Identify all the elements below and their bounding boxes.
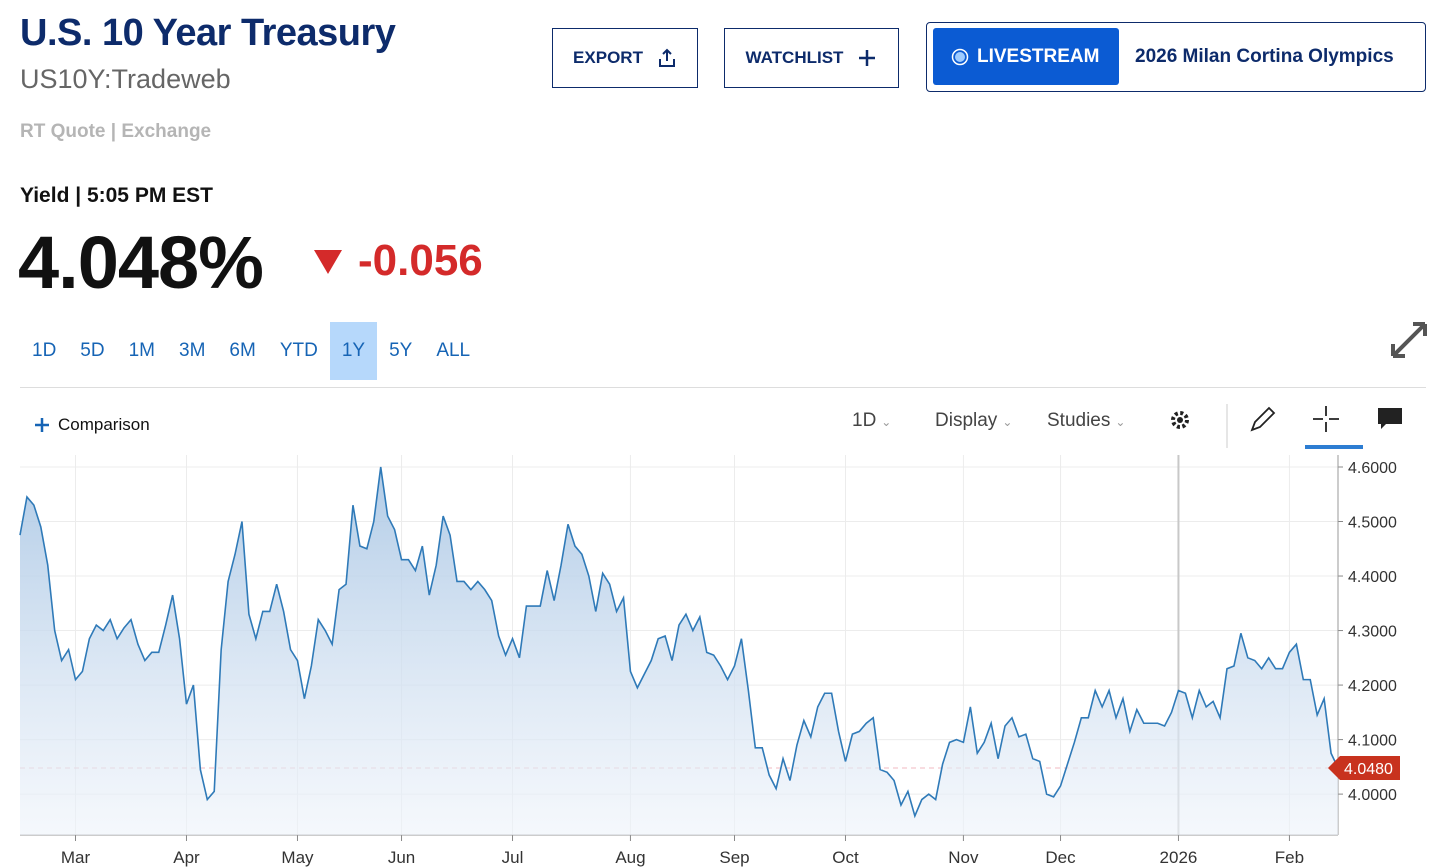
menu-label: Studies bbox=[1047, 410, 1111, 431]
range-tabs: 1D 5D 1M 3M 6M YTD 1Y 5Y ALL bbox=[20, 322, 482, 380]
expand-icon[interactable] bbox=[1390, 321, 1428, 359]
settings-icon[interactable] bbox=[1171, 411, 1189, 429]
comparison-button[interactable]: Comparison bbox=[34, 415, 150, 435]
page-title: U.S. 10 Year Treasury bbox=[20, 12, 396, 54]
studies-menu[interactable]: Studies ⌄ bbox=[1047, 410, 1126, 431]
x-tick-label: Mar bbox=[61, 848, 91, 867]
x-tick-label: Jul bbox=[502, 848, 524, 867]
livestream-title[interactable]: 2026 Milan Cortina Olympics bbox=[1135, 46, 1394, 67]
menu-label: 1D bbox=[852, 410, 877, 431]
quote-price: 4.048% bbox=[18, 221, 264, 304]
quote-change: -0.056 bbox=[358, 236, 483, 285]
comparison-label: Comparison bbox=[58, 415, 150, 434]
range-tab[interactable]: 1M bbox=[128, 340, 155, 361]
down-arrow bbox=[314, 250, 342, 274]
y-tick-label: 4.3000 bbox=[1348, 624, 1397, 641]
y-tick-label: 4.0000 bbox=[1348, 787, 1397, 804]
interval-menu[interactable]: 1D ⌄ bbox=[852, 410, 892, 431]
plus-icon bbox=[35, 418, 49, 432]
y-tick-label: 4.2000 bbox=[1348, 678, 1397, 695]
separator bbox=[20, 387, 1426, 388]
x-tick-label: May bbox=[281, 848, 314, 867]
last-value-tag bbox=[1328, 755, 1400, 780]
x-tick-label: Aug bbox=[615, 848, 645, 867]
livestream-label: LIVESTREAM bbox=[977, 45, 1100, 67]
quote-source: RT Quote | Exchange bbox=[20, 121, 212, 142]
export-button[interactable]: EXPORT bbox=[552, 28, 698, 88]
button-label: WATCHLIST bbox=[745, 48, 844, 67]
x-tick-label: Nov bbox=[948, 848, 979, 867]
active-indicator bbox=[1305, 445, 1363, 449]
x-tick-label: Jun bbox=[388, 848, 415, 867]
range-tab[interactable]: 6M bbox=[229, 340, 256, 361]
livestream-box[interactable]: LIVESTREAM 2026 Milan Cortina Olympics bbox=[926, 22, 1426, 92]
menu-label: Display bbox=[935, 410, 998, 431]
livestream-button[interactable]: LIVESTREAM bbox=[933, 28, 1119, 85]
crosshair-icon[interactable] bbox=[1313, 406, 1339, 432]
x-tick-label: Oct bbox=[832, 848, 859, 867]
line bbox=[19, 466, 1339, 819]
display-menu[interactable]: Display ⌄ bbox=[935, 410, 1013, 431]
export-icon bbox=[658, 48, 675, 67]
x-tick-label: Apr bbox=[173, 848, 200, 867]
x-tick-label: 2026 bbox=[1160, 848, 1198, 867]
range-tab[interactable]: 5D bbox=[80, 340, 105, 361]
live-icon bbox=[951, 48, 969, 65]
plus-icon bbox=[859, 50, 876, 66]
last-value-label: 4.0480 bbox=[1344, 761, 1393, 778]
button-label: EXPORT bbox=[573, 48, 643, 67]
range-tab[interactable]: 1Y bbox=[329, 322, 378, 380]
y-tick-label: 4.4000 bbox=[1348, 569, 1397, 586]
y-tick-label: 4.5000 bbox=[1348, 515, 1397, 532]
x-tick-label: Dec bbox=[1045, 848, 1076, 867]
area-fill bbox=[20, 466, 1338, 835]
range-tab[interactable]: 3M bbox=[179, 340, 206, 361]
range-tab[interactable]: 1D bbox=[32, 340, 57, 361]
draw-icon[interactable] bbox=[1250, 406, 1276, 432]
chart-tools bbox=[1171, 404, 1402, 449]
y-tick-label: 4.6000 bbox=[1348, 460, 1397, 477]
comment-icon[interactable] bbox=[1378, 408, 1402, 429]
symbol: US10Y:Tradeweb bbox=[20, 64, 231, 94]
range-tab[interactable]: ALL bbox=[436, 340, 471, 361]
chart: 4.0000 4.1000 4.2000 4.3000 4.4000 4.5000 4.60… bbox=[19, 455, 1400, 867]
x-tick-label: Feb bbox=[1275, 848, 1304, 867]
y-tick-label: 4.1000 bbox=[1348, 733, 1397, 750]
x-tick-label: Sep bbox=[719, 848, 749, 867]
range-tab[interactable]: YTD bbox=[279, 340, 318, 361]
watchlist-button[interactable]: WATCHLIST bbox=[724, 28, 899, 88]
quote-label: Yield | 5:05 PM EST bbox=[20, 184, 213, 207]
range-tab[interactable]: 5Y bbox=[389, 340, 413, 361]
